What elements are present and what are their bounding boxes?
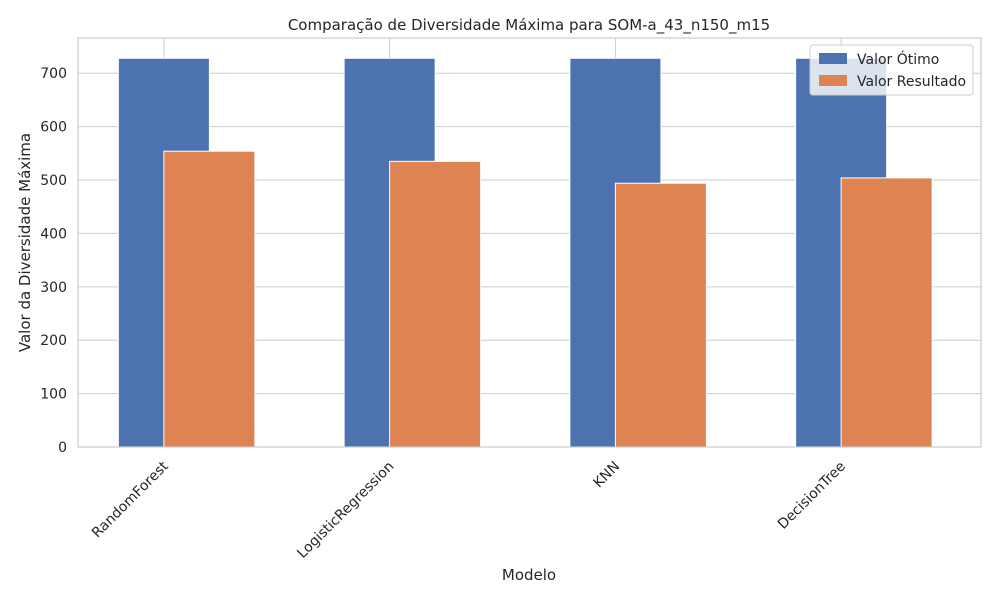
legend-box bbox=[809, 44, 974, 96]
x-tick-labels: RandomForest LogisticRegression KNN Decisio… bbox=[89, 458, 849, 561]
x-tick-label: KNN bbox=[591, 459, 624, 492]
y-tick-label: 200 bbox=[40, 333, 67, 349]
bar-result-logisticregression bbox=[389, 160, 482, 448]
y-tick-labels: 0 100 200 300 400 500 600 700 bbox=[40, 66, 67, 456]
y-tick-label: 500 bbox=[40, 173, 67, 189]
bar-result-decisiontree bbox=[840, 177, 933, 448]
x-axis-label: Modelo bbox=[502, 566, 556, 584]
legend-swatch bbox=[819, 53, 847, 64]
legend-label: Valor Resultado bbox=[857, 74, 966, 90]
legend: Valor Ótimo Valor Resultado bbox=[809, 44, 974, 96]
bars bbox=[117, 57, 933, 448]
plot-frame bbox=[77, 37, 982, 448]
x-tick-label: DecisionTree bbox=[775, 459, 849, 533]
y-tick-label: 300 bbox=[40, 280, 67, 296]
y-tick-label: 100 bbox=[40, 387, 67, 403]
x-tick-label: RandomForest bbox=[89, 458, 172, 541]
y-tick-label: 700 bbox=[40, 66, 67, 82]
y-axis-label: Valor da Diversidade Máxima bbox=[16, 133, 34, 352]
legend-label: Valor Ótimo bbox=[857, 50, 939, 68]
chart-title: Comparação de Diversidade Máxima para SO… bbox=[288, 16, 770, 35]
y-tick-label: 0 bbox=[58, 440, 67, 456]
x-tick-label: LogisticRegression bbox=[294, 459, 397, 562]
legend-swatch bbox=[819, 75, 847, 86]
bar-result-knn bbox=[614, 182, 707, 448]
y-tick-label: 600 bbox=[40, 120, 67, 136]
y-tick-label: 400 bbox=[40, 226, 67, 242]
bar-result-randomforest bbox=[163, 150, 256, 448]
